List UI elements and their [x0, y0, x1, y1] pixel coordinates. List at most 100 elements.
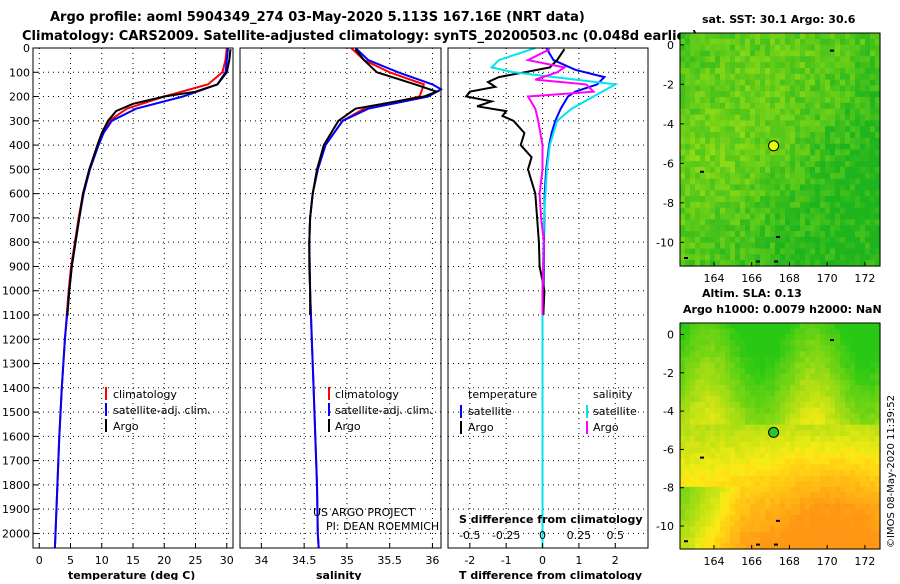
map-cell: [715, 419, 721, 426]
map-cell: [710, 379, 716, 386]
map-cell: [705, 114, 711, 121]
map-cell: [825, 137, 831, 145]
map-cell: [705, 520, 711, 527]
map-cell: [735, 201, 741, 209]
map-cell: [725, 328, 731, 335]
map-cell: [840, 50, 846, 57]
map-cell: [840, 430, 846, 437]
map-cell: [830, 137, 836, 145]
map-cell: [730, 172, 736, 180]
map-cell: [820, 419, 826, 426]
map-cell: [780, 356, 786, 364]
map-cell: [755, 396, 761, 403]
map-cell: [815, 120, 821, 127]
map-cell: [700, 452, 706, 460]
map-cell: [715, 260, 721, 267]
map-cell: [800, 149, 806, 156]
map-cell: [830, 373, 836, 381]
y-tick-label: 1600: [2, 430, 30, 443]
map-cell: [775, 469, 781, 477]
map-cell: [730, 498, 736, 505]
map-cell: [810, 362, 816, 369]
map-cell: [685, 102, 691, 110]
map-cell: [765, 67, 771, 75]
map-cell: [855, 79, 861, 87]
map-cell: [760, 213, 766, 220]
map-cell: [730, 207, 736, 215]
map-cell: [725, 368, 731, 375]
map-cell: [705, 225, 711, 232]
map-cell: [830, 323, 836, 330]
map-cell: [860, 452, 866, 460]
map-cell: [790, 526, 796, 533]
legend-argo-label: Argo: [113, 420, 139, 433]
map-cell: [680, 56, 686, 63]
map-cell: [685, 120, 691, 127]
map-cell: [690, 67, 696, 75]
map-cell: [765, 219, 771, 226]
map-cell: [865, 219, 871, 226]
map-cell: [710, 368, 716, 375]
map-cell: [815, 56, 821, 63]
map-cell: [705, 339, 711, 347]
map-cell: [840, 385, 846, 392]
map-cell: [830, 447, 836, 454]
map-cell: [780, 419, 786, 426]
map-cell: [870, 503, 876, 511]
map-cell: [690, 419, 696, 426]
map-cell: [875, 219, 881, 226]
map-cell: [765, 498, 771, 505]
map-cell: [810, 486, 816, 494]
map-cell: [745, 464, 751, 471]
map-cell: [855, 464, 861, 471]
map-cell: [775, 441, 781, 448]
map-cell: [865, 379, 871, 386]
map-cell: [780, 537, 786, 544]
map-cell: [835, 481, 841, 488]
map-cell: [775, 225, 781, 232]
map-cell: [875, 225, 881, 232]
map-cell: [780, 38, 786, 46]
map-cell: [700, 44, 706, 52]
map-cell: [775, 345, 781, 352]
map-cell: [855, 436, 861, 443]
map-cell: [775, 452, 781, 460]
map-cell: [745, 184, 751, 191]
map-cell: [700, 532, 706, 539]
map-cell: [770, 481, 776, 488]
map-cell: [690, 385, 696, 392]
map-cell: [860, 184, 866, 191]
map-cell: [755, 97, 761, 104]
map-cell: [755, 379, 761, 386]
map-cell: [870, 79, 876, 87]
map-cell: [710, 166, 716, 174]
s-difference-axis-label: S difference from climatology: [459, 513, 643, 526]
map-cell: [735, 526, 741, 533]
map-cell: [820, 436, 826, 443]
map-cell: [795, 50, 801, 57]
map-cell: [815, 50, 821, 57]
map-cell: [775, 120, 781, 127]
map-cell: [725, 178, 731, 186]
map-cell: [795, 385, 801, 392]
map-cell: [700, 73, 706, 81]
map-cell: [745, 213, 751, 220]
map-cell: [710, 532, 716, 539]
x-tick-label: 36: [425, 554, 439, 567]
map-cell: [810, 260, 816, 267]
map-cell: [800, 424, 806, 431]
map-cell: [755, 161, 761, 168]
map-cell: [760, 166, 766, 174]
map-cell: [810, 537, 816, 544]
map-cell: [755, 373, 761, 381]
map-cell: [790, 201, 796, 209]
map-cell: [815, 108, 821, 116]
map-cell: [765, 458, 771, 465]
map-cell: [870, 334, 876, 341]
map-cell: [790, 143, 796, 151]
map-cell: [850, 447, 856, 454]
map-cell: [800, 503, 806, 511]
map-cell: [800, 225, 806, 232]
map-cell: [790, 67, 796, 75]
map-cell: [735, 155, 741, 162]
